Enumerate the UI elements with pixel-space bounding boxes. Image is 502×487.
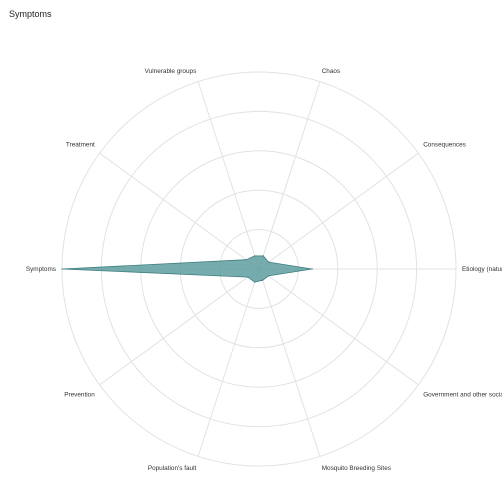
radar-series-group bbox=[61, 255, 313, 283]
spoke-consequences bbox=[258, 152, 419, 270]
axis-label-mosquito-breeding-sites: Mosquito Breeding Sites bbox=[322, 465, 391, 472]
spoke-treatment bbox=[99, 152, 260, 270]
axis-label-symptoms: Symptoms bbox=[26, 266, 56, 273]
radar-spokes bbox=[62, 81, 456, 457]
spoke-prevention bbox=[99, 268, 260, 386]
axis-label-treatment: Treatment bbox=[66, 142, 95, 149]
axis-label-consequences: Consequences bbox=[423, 142, 466, 149]
axis-label-population-s-fault: Population's fault bbox=[148, 465, 197, 472]
data-point-prevention bbox=[247, 276, 249, 278]
axis-labels: Chaos Consequences Etiology (natural ca Gov… bbox=[26, 68, 502, 472]
data-point-population-s-fault bbox=[254, 281, 256, 283]
spoke-vulnerable-groups bbox=[197, 81, 260, 270]
data-point-symptoms bbox=[61, 268, 63, 270]
radar-series-polygon bbox=[61, 255, 313, 283]
axis-label-vulnerable-groups: Vulnerable groups bbox=[145, 68, 197, 75]
data-point-etiology-natural-ca bbox=[311, 268, 313, 270]
spoke-government-and-other-social-causes bbox=[258, 268, 419, 386]
data-point-mosquito-breeding-sites bbox=[262, 279, 264, 281]
data-point-consequences bbox=[268, 261, 270, 263]
axis-label-chaos: Chaos bbox=[322, 68, 340, 75]
data-point-vulnerable-groups bbox=[254, 255, 256, 257]
axis-label-government-and-other-social-causes: Government and other social causes bbox=[423, 391, 502, 398]
spoke-mosquito-breeding-sites bbox=[258, 268, 321, 457]
spoke-chaos bbox=[258, 81, 321, 270]
spoke-population-s-fault bbox=[197, 268, 260, 457]
chart-title: Symptoms bbox=[9, 9, 52, 19]
data-point-treatment bbox=[245, 259, 247, 261]
axis-label-etiology-natural-ca: Etiology (natural ca bbox=[462, 266, 502, 273]
axis-label-prevention: Prevention bbox=[64, 391, 95, 398]
data-point-chaos bbox=[262, 255, 264, 257]
data-point-government-and-other-social-causes bbox=[268, 275, 270, 277]
